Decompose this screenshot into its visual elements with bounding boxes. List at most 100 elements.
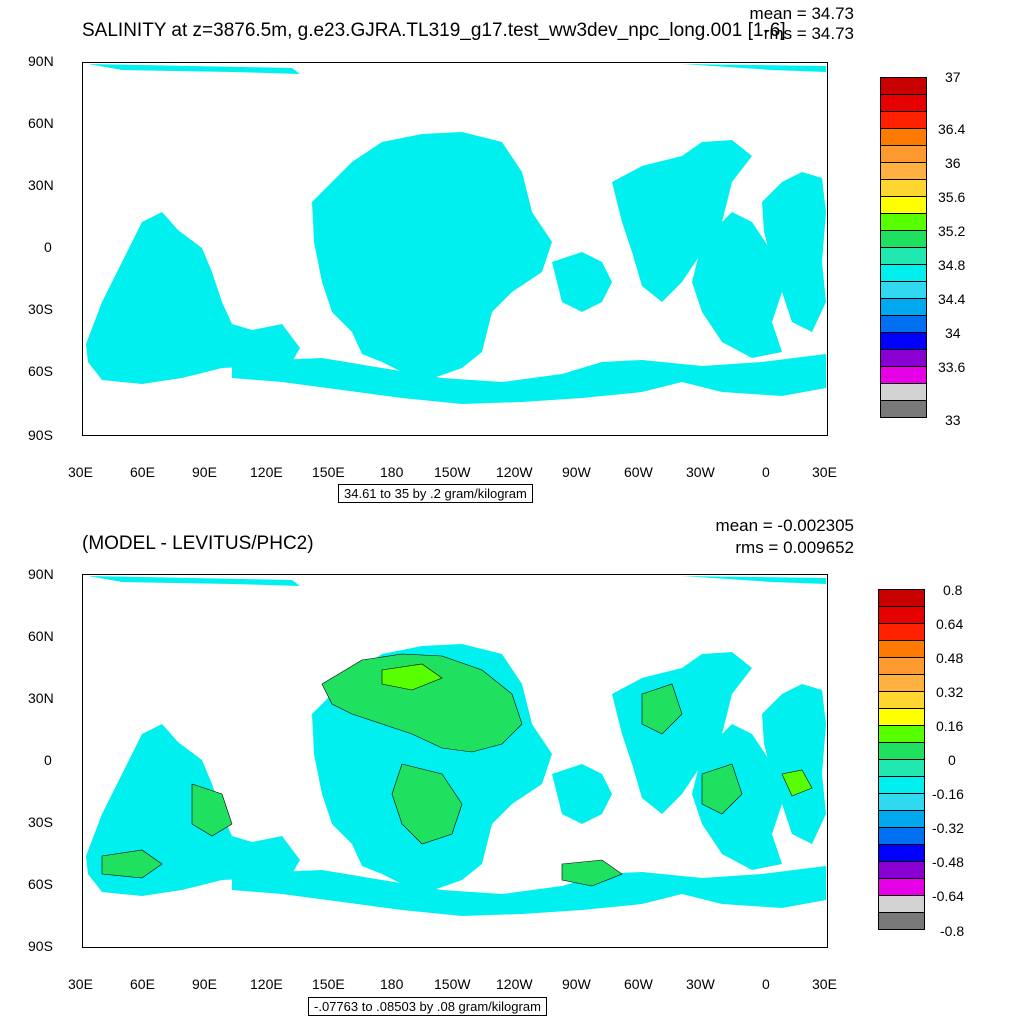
bottom-xtick: 90E xyxy=(192,976,217,992)
bottom-contour-info: -.07763 to .08503 by .08 gram/kilogram xyxy=(308,997,547,1016)
colorbar-cell xyxy=(879,827,924,844)
top-salinity-field xyxy=(86,64,826,404)
colorbar-cell xyxy=(879,742,924,759)
top-ytick: 60N xyxy=(28,115,54,131)
colorbar-cell xyxy=(881,400,926,417)
colorbar-cell xyxy=(881,213,926,230)
bottom-anomaly-field xyxy=(86,576,826,916)
bottom-cb-label: 0.16 xyxy=(936,718,964,734)
bottom-xtick: 60W xyxy=(624,976,653,992)
colorbar-cell xyxy=(881,366,926,383)
bottom-cb-label: 0.48 xyxy=(936,650,964,666)
bottom-map-frame xyxy=(82,574,828,948)
bottom-cb-label: -0.48 xyxy=(932,854,964,870)
top-rms: rms = 34.73 xyxy=(763,24,854,43)
colorbar-cell xyxy=(879,657,924,674)
top-xtick: 30E xyxy=(812,464,837,480)
colorbar-cell xyxy=(881,349,926,366)
bottom-xtick: 60E xyxy=(130,976,155,992)
colorbar-cell xyxy=(879,640,924,657)
bottom-ytick: 30N xyxy=(28,690,54,706)
bottom-cb-label: -0.8 xyxy=(940,923,965,939)
bottom-cb-label: -0.32 xyxy=(932,820,964,836)
colorbar-cell xyxy=(881,383,926,400)
bottom-cb-label: 0.64 xyxy=(936,616,964,632)
top-cb-label: 36.4 xyxy=(938,121,966,137)
top-xtick: 30E xyxy=(68,464,93,480)
colorbar-cell xyxy=(881,230,926,247)
top-cb-label: 35.2 xyxy=(938,223,966,239)
top-map-frame xyxy=(82,62,828,436)
bottom-xtick: 90W xyxy=(562,976,591,992)
bottom-ytick: 60S xyxy=(28,876,53,892)
bottom-ytick: 90S xyxy=(28,938,53,954)
colorbar-cell xyxy=(879,759,924,776)
colorbar-cell xyxy=(879,691,924,708)
colorbar-cell xyxy=(881,247,926,264)
colorbar-cell xyxy=(879,861,924,878)
colorbar-cell xyxy=(881,179,926,196)
bottom-colorbar xyxy=(878,589,925,930)
top-xtick: 90E xyxy=(192,464,217,480)
colorbar-cell xyxy=(881,281,926,298)
colorbar-cell xyxy=(881,298,926,315)
top-xtick: 150E xyxy=(312,464,345,480)
bottom-xtick: 0 xyxy=(762,976,770,992)
colorbar-cell xyxy=(881,162,926,179)
bottom-ytick: 90N xyxy=(28,566,54,582)
top-title: SALINITY at z=3876.5m, g.e23.GJRA.TL319_… xyxy=(82,20,786,41)
colorbar-cell xyxy=(879,912,924,929)
top-xtick: 150W xyxy=(434,464,471,480)
top-ytick: 0 xyxy=(44,239,52,255)
bottom-cb-label: 0.32 xyxy=(936,684,964,700)
top-xtick: 90W xyxy=(562,464,591,480)
top-xtick: 60W xyxy=(624,464,653,480)
colorbar-cell xyxy=(881,315,926,332)
top-cb-label: 34 xyxy=(945,325,961,341)
colorbar-cell xyxy=(879,878,924,895)
bottom-cb-label: 0.8 xyxy=(943,582,963,598)
colorbar-cell xyxy=(879,810,924,827)
top-cb-label: 37 xyxy=(945,69,961,85)
colorbar-cell xyxy=(879,606,924,623)
colorbar-cell xyxy=(881,196,926,213)
bottom-ytick: 30S xyxy=(28,814,53,830)
colorbar-cell xyxy=(879,793,924,810)
top-contour-info: 34.61 to 35 by .2 gram/kilogram xyxy=(338,484,533,503)
bottom-ytick: 0 xyxy=(44,752,52,768)
colorbar-cell xyxy=(881,264,926,281)
bottom-xtick: 180 xyxy=(380,976,404,992)
colorbar-cell xyxy=(879,725,924,742)
top-xtick: 120W xyxy=(496,464,533,480)
bottom-rms: rms = 0.009652 xyxy=(735,538,854,557)
bottom-map-plot xyxy=(82,574,828,948)
top-cb-label: 34.8 xyxy=(938,257,966,273)
colorbar-cell xyxy=(881,145,926,162)
top-ytick: 30N xyxy=(28,177,54,193)
colorbar-cell xyxy=(881,332,926,349)
colorbar-cell xyxy=(881,77,926,94)
top-cb-label: 35.6 xyxy=(938,189,966,205)
top-xtick: 120E xyxy=(250,464,283,480)
top-mean: mean = 34.73 xyxy=(749,4,854,23)
bottom-ytick: 60N xyxy=(28,628,54,644)
colorbar-cell xyxy=(879,674,924,691)
colorbar-cell xyxy=(879,844,924,861)
colorbar-cell xyxy=(879,623,924,640)
top-cb-label: 34.4 xyxy=(938,291,966,307)
bottom-xtick: 120W xyxy=(496,976,533,992)
bottom-cb-label: -0.16 xyxy=(932,786,964,802)
bottom-xtick: 30E xyxy=(812,976,837,992)
top-cb-label: 33 xyxy=(945,412,961,428)
colorbar-cell xyxy=(879,708,924,725)
top-xtick: 0 xyxy=(762,464,770,480)
top-cb-label: 33.6 xyxy=(938,359,966,375)
top-xtick: 60E xyxy=(130,464,155,480)
bottom-title: (MODEL - LEVITUS/PHC2) xyxy=(82,533,314,554)
bottom-xtick: 150W xyxy=(434,976,471,992)
top-ytick: 30S xyxy=(28,301,53,317)
top-cb-label: 36 xyxy=(945,155,961,171)
colorbar-cell xyxy=(881,111,926,128)
bottom-xtick: 30E xyxy=(68,976,93,992)
top-xtick: 30W xyxy=(686,464,715,480)
